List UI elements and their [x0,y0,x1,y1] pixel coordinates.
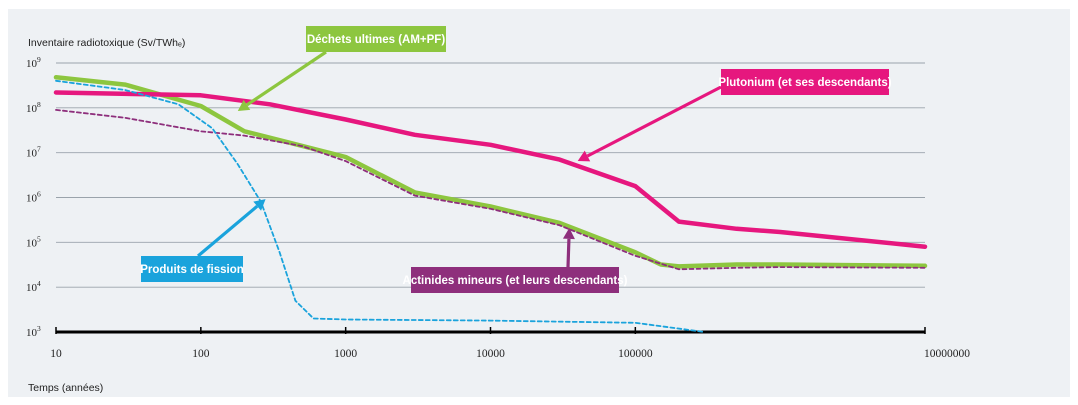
callout-label: Produits de fission [140,264,244,276]
series-line-3 [55,79,706,333]
y-tick-label: 106 [26,190,41,205]
y-tick-label: 108 [26,100,41,115]
x-tick-label: 100000 [618,348,653,360]
callout-arrow-head [577,150,591,162]
x-tick-label: 100 [192,348,210,360]
callout-arrow-shaft [586,85,722,158]
series-line-2 [55,109,926,271]
callout-arrow-shaft [246,50,327,107]
series-line-1 [53,90,928,249]
y-tick-label: 107 [26,145,41,160]
callout-arrow-shaft [566,238,571,268]
callouts: Déchets ultimes (AM+PF) Plutonium (et ses… [140,26,892,293]
x-tick-labels: 10 100 1000 10000 100000 10000000 [50,327,970,360]
y-tick-label: 105 [26,234,41,249]
callout-box [306,26,446,52]
callout-arrow-shaft [196,204,259,258]
series-line-0 [53,75,928,269]
x-tick-label: 1000 [334,348,357,360]
chart-panel: 109 108 107 106 105 104 103 10 100 1000 10000 1000… [8,9,1070,397]
callout-3: Actinides mineurs (et leurs descendants) [403,227,628,293]
radiotoxicity-chart: 109 108 107 106 105 104 103 10 100 1000 10000 1000… [26,26,970,394]
callout-2: Produits de fission [140,199,266,282]
callout-arrow-head [237,99,251,111]
x-tick-label: 10 [50,348,62,360]
y-tick-labels: 109 108 107 106 105 104 103 [26,55,41,339]
callout-label: Déchets ultimes (AM+PF) [307,34,446,46]
callout-label: Plutonium (et ses descendants) [718,77,891,89]
callout-box [411,267,619,293]
y-tick-label: 103 [26,324,41,339]
callout-box [141,256,243,282]
callout-arrow-head [253,199,266,211]
callout-box [721,69,889,95]
callout-0: Déchets ultimes (AM+PF) [237,26,446,111]
callout-label: Actinides mineurs (et leurs descendants) [403,275,628,287]
y-tick-label: 104 [26,279,41,294]
x-tick-label: 10000 [476,348,505,360]
x-tick-label: 10000000 [924,348,970,360]
series-lines [53,75,928,333]
x-axis-title: Temps (années) [28,382,103,394]
callout-1: Plutonium (et ses descendants) [577,69,892,162]
y-axis-title: Inventaire radiotoxique (Sv/TWhₑ) [28,37,185,49]
y-tick-label: 109 [26,55,41,70]
callout-arrow-head [562,227,575,240]
